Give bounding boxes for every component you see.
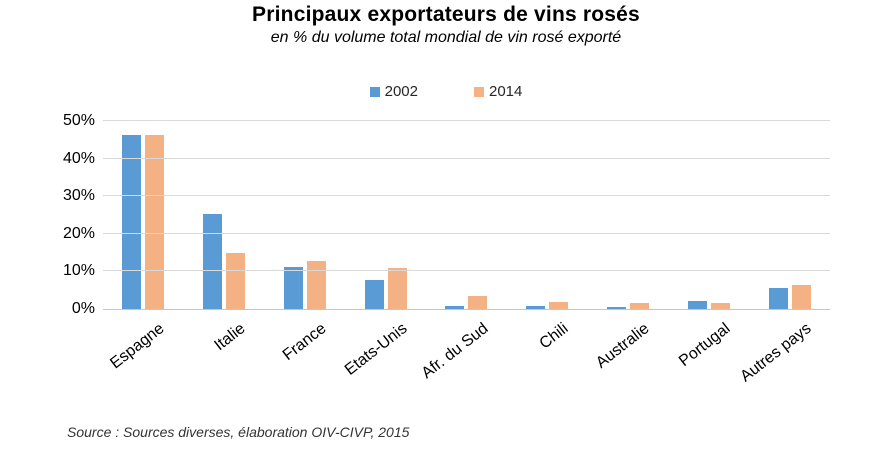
x-tick-label-portugal: Portugal (675, 320, 734, 371)
chart-subtitle: en % du volume total mondial de vin rosé… (270, 29, 622, 46)
x-tick-label-chili: Chili (536, 320, 572, 353)
y-tick-label-50pct: 50% (62, 112, 95, 129)
bar-2002-afr-du-sud (445, 306, 465, 309)
legend-item-2002: 2002 (369, 83, 418, 100)
gridline-40% (103, 157, 830, 159)
y-axis: 0% 10% 20% 30% 40% 50% (30, 112, 95, 317)
x-tick-label-autres-pays: Autres pays (737, 320, 815, 386)
chart-title: Principaux exportateurs de vins rosés (252, 3, 640, 26)
gridline-20% (103, 232, 830, 234)
x-tick-label-espagne: Espagne (107, 320, 168, 373)
bar-2014-portugal (710, 302, 730, 309)
plot-area (103, 120, 830, 310)
bar-2002-etats-unis (364, 280, 384, 309)
gridline-10% (103, 270, 830, 272)
bar-group-italie (184, 121, 265, 309)
bar-2002-portugal (687, 300, 707, 309)
y-tick-label-30pct: 30% (62, 187, 95, 205)
y-tick-label-0pct: 0% (71, 300, 95, 317)
bar-2014-etats-unis (387, 267, 407, 309)
x-tick-label-afr-du-sud: Afr. du Sud (418, 320, 491, 383)
chart-legend: 2002 2014 (0, 83, 892, 100)
bar-2014-autres-pays (791, 284, 811, 309)
bar-groups (103, 121, 830, 309)
bar-group-afr-du-sud (426, 121, 507, 309)
bar-group-australie (588, 121, 669, 309)
gridline-30% (103, 195, 830, 197)
bar-group-etats-unis (345, 121, 426, 309)
bar-2014-france (306, 260, 326, 309)
bar-2002-australie (607, 307, 627, 309)
bar-group-autres-pays (749, 121, 830, 309)
bar-2014-afr-du-sud (468, 295, 488, 309)
y-tick-label-40pct: 40% (62, 149, 95, 167)
bar-2002-france (283, 266, 303, 309)
bar-group-espagne (103, 121, 184, 309)
y-tick-label-20pct: 20% (62, 224, 95, 242)
bar-group-portugal (668, 121, 749, 309)
bar-2014-chili (549, 301, 569, 309)
bar-group-chili (507, 121, 588, 309)
legend-item-2014: 2014 (474, 83, 522, 100)
bar-2002-espagne (122, 135, 142, 309)
y-tick-label-10pct: 10% (62, 262, 95, 280)
gridline-50% (103, 120, 830, 121)
legend-label-2002: 2002 (384, 83, 418, 100)
legend-swatch-2002 (369, 86, 380, 97)
bar-2014-australie (630, 302, 650, 309)
x-tick-label-etats-unis: Etats-Unis (341, 320, 411, 379)
bar-2002-autres-pays (768, 287, 788, 309)
x-tick-label-australie: Australie (592, 320, 653, 372)
legend-swatch-2014 (474, 86, 484, 97)
gridline-0% (103, 309, 830, 310)
bar-group-france (265, 121, 346, 309)
bar-2014-espagne (145, 135, 165, 309)
bar-2002-chili (526, 306, 546, 309)
source-note: Source : Sources diverses, élaboration O… (67, 424, 410, 440)
legend-label-2014: 2014 (489, 83, 523, 100)
bar-2014-italie (226, 252, 246, 309)
x-tick-label-france: France (279, 320, 330, 365)
x-tick-label-italie: Italie (211, 320, 249, 355)
bar-2002-italie (203, 213, 223, 309)
